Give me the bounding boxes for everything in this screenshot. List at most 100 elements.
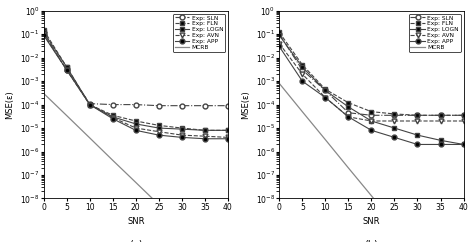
- Exp: APP: (10, 0.0002): APP: (10, 0.0002): [322, 96, 328, 99]
- Line: Exp: AVN: Exp: AVN: [41, 32, 230, 140]
- Exp: SLN: (35, 3.5e-05): SLN: (35, 3.5e-05): [438, 114, 443, 117]
- Y-axis label: MSE(ε): MSE(ε): [6, 90, 15, 119]
- MCRB: [276, 82, 282, 85]
- Exp: FLN: (15, 0.00012): FLN: (15, 0.00012): [346, 101, 351, 104]
- Line: Exp: LOGN: Exp: LOGN: [41, 30, 230, 133]
- Exp: APP: (15, 3e-05): APP: (15, 3e-05): [346, 115, 351, 118]
- Exp: LOGN: (30, 9e-06): LOGN: (30, 9e-06): [179, 128, 185, 131]
- X-axis label: SNR: SNR: [127, 217, 145, 226]
- Exp: LOGN: (20, 2e-05): LOGN: (20, 2e-05): [369, 120, 374, 122]
- Exp: APP: (5, 0.003): APP: (5, 0.003): [64, 68, 70, 71]
- Exp: SLN: (35, 9e-05): SLN: (35, 9e-05): [202, 104, 208, 107]
- Exp: LOGN: (40, 8e-06): LOGN: (40, 8e-06): [225, 129, 231, 132]
- MCRB: [300, 110, 305, 113]
- Exp: SLN: (25, 9e-05): SLN: (25, 9e-05): [156, 104, 162, 107]
- Exp: AVN: (5, 0.003): AVN: (5, 0.003): [64, 68, 70, 71]
- Exp: APP: (20, 8e-06): APP: (20, 8e-06): [133, 129, 139, 132]
- Exp: FLN: (15, 3.5e-05): FLN: (15, 3.5e-05): [110, 114, 116, 117]
- Exp: APP: (40, 3.5e-06): APP: (40, 3.5e-06): [225, 137, 231, 140]
- Line: MCRB: MCRB: [279, 83, 464, 242]
- Exp: AVN: (0, 0.1): AVN: (0, 0.1): [41, 33, 46, 36]
- Exp: APP: (35, 3.5e-06): APP: (35, 3.5e-06): [202, 137, 208, 140]
- Exp: LOGN: (20, 1.5e-05): LOGN: (20, 1.5e-05): [133, 122, 139, 125]
- Exp: SLN: (40, 3.5e-05): SLN: (40, 3.5e-05): [461, 114, 466, 117]
- MCRB: [64, 114, 70, 117]
- Y-axis label: MSE(ε): MSE(ε): [241, 90, 250, 119]
- Exp: SLN: (20, 3.5e-05): SLN: (20, 3.5e-05): [369, 114, 374, 117]
- Exp: SLN: (40, 9e-05): SLN: (40, 9e-05): [225, 104, 231, 107]
- Exp: SLN: (25, 3.5e-05): SLN: (25, 3.5e-05): [392, 114, 397, 117]
- Exp: APP: (10, 0.0001): APP: (10, 0.0001): [87, 103, 92, 106]
- Legend: Exp: SLN, Exp: FLN, Exp: LOGN, Exp: AVN, Exp: APP, MCRB: Exp: SLN, Exp: FLN, Exp: LOGN, Exp: AVN,…: [409, 14, 461, 52]
- Line: Exp: FLN: Exp: FLN: [277, 30, 466, 118]
- MCRB: [369, 194, 374, 197]
- Exp: SLN: (20, 0.0001): SLN: (20, 0.0001): [133, 103, 139, 106]
- Exp: FLN: (10, 0.0001): FLN: (10, 0.0001): [87, 103, 92, 106]
- Exp: FLN: (30, 1e-05): FLN: (30, 1e-05): [179, 127, 185, 129]
- Exp: AVN: (5, 0.002): AVN: (5, 0.002): [300, 73, 305, 76]
- Exp: AVN: (10, 0.0001): AVN: (10, 0.0001): [87, 103, 92, 106]
- MCRB: [156, 203, 162, 206]
- Exp: AVN: (15, 2.8e-05): AVN: (15, 2.8e-05): [110, 116, 116, 119]
- Exp: AVN: (10, 0.0002): AVN: (10, 0.0002): [322, 96, 328, 99]
- Line: Exp: APP: Exp: APP: [277, 44, 466, 147]
- Exp: AVN: (40, 4e-06): AVN: (40, 4e-06): [225, 136, 231, 139]
- Exp: AVN: (20, 1e-05): AVN: (20, 1e-05): [133, 127, 139, 129]
- Line: Exp: APP: Exp: APP: [41, 33, 230, 141]
- Exp: SLN: (10, 0.0004): SLN: (10, 0.0004): [322, 89, 328, 92]
- Exp: AVN: (35, 4.5e-06): AVN: (35, 4.5e-06): [202, 135, 208, 138]
- Exp: LOGN: (35, 3e-06): LOGN: (35, 3e-06): [438, 139, 443, 142]
- MCRB: [110, 159, 116, 162]
- MCRB: [322, 138, 328, 141]
- MCRB: [392, 223, 397, 226]
- Exp: LOGN: (5, 0.004): LOGN: (5, 0.004): [300, 66, 305, 68]
- Exp: AVN: (0, 0.04): AVN: (0, 0.04): [276, 42, 282, 45]
- Exp: APP: (30, 2e-06): APP: (30, 2e-06): [415, 143, 420, 146]
- Line: Exp: AVN: Exp: AVN: [277, 41, 466, 123]
- Exp: AVN: (40, 2e-05): AVN: (40, 2e-05): [461, 120, 466, 122]
- Exp: APP: (25, 4e-06): APP: (25, 4e-06): [392, 136, 397, 139]
- Exp: FLN: (20, 5e-05): FLN: (20, 5e-05): [369, 110, 374, 113]
- Exp: LOGN: (30, 5e-06): LOGN: (30, 5e-06): [415, 134, 420, 136]
- Exp: AVN: (20, 2e-05): AVN: (20, 2e-05): [369, 120, 374, 122]
- Exp: SLN: (0, 0.1): SLN: (0, 0.1): [276, 33, 282, 36]
- Line: Exp: SLN: Exp: SLN: [41, 31, 230, 108]
- Exp: LOGN: (25, 1e-05): LOGN: (25, 1e-05): [156, 127, 162, 129]
- Exp: LOGN: (0, 0.12): LOGN: (0, 0.12): [41, 31, 46, 34]
- MCRB: [41, 92, 46, 95]
- Exp: AVN: (35, 2e-05): AVN: (35, 2e-05): [438, 120, 443, 122]
- Exp: APP: (0, 0.09): APP: (0, 0.09): [41, 34, 46, 37]
- Exp: SLN: (0, 0.11): SLN: (0, 0.11): [41, 32, 46, 35]
- Exp: SLN: (15, 4.5e-05): SLN: (15, 4.5e-05): [346, 111, 351, 114]
- Exp: LOGN: (15, 3e-05): LOGN: (15, 3e-05): [110, 115, 116, 118]
- Exp: SLN: (5, 0.003): SLN: (5, 0.003): [64, 68, 70, 71]
- Legend: Exp: SLN, Exp: FLN, Exp: LOGN, Exp: AVN, Exp: APP, MCRB: Exp: SLN, Exp: FLN, Exp: LOGN, Exp: AVN,…: [173, 14, 225, 52]
- Line: MCRB: MCRB: [44, 93, 228, 242]
- Exp: APP: (35, 2e-06): APP: (35, 2e-06): [438, 143, 443, 146]
- Exp: LOGN: (25, 1e-05): LOGN: (25, 1e-05): [392, 127, 397, 129]
- Exp: AVN: (30, 5e-06): AVN: (30, 5e-06): [179, 134, 185, 136]
- Exp: FLN: (25, 4e-05): FLN: (25, 4e-05): [392, 113, 397, 115]
- Exp: APP: (25, 5e-06): APP: (25, 5e-06): [156, 134, 162, 136]
- Exp: LOGN: (15, 8e-05): LOGN: (15, 8e-05): [346, 106, 351, 108]
- Line: Exp: LOGN: Exp: LOGN: [277, 33, 466, 147]
- Exp: AVN: (25, 2e-05): AVN: (25, 2e-05): [392, 120, 397, 122]
- Exp: FLN: (0, 0.12): FLN: (0, 0.12): [276, 31, 282, 34]
- X-axis label: SNR: SNR: [363, 217, 380, 226]
- Line: Exp: FLN: Exp: FLN: [41, 28, 230, 133]
- Exp: AVN: (30, 2e-05): AVN: (30, 2e-05): [415, 120, 420, 122]
- MCRB: [133, 181, 139, 184]
- Exp: SLN: (15, 0.0001): SLN: (15, 0.0001): [110, 103, 116, 106]
- MCRB: [87, 136, 92, 139]
- MCRB: [346, 166, 351, 169]
- Exp: FLN: (30, 3.5e-05): FLN: (30, 3.5e-05): [415, 114, 420, 117]
- Exp: APP: (15, 2.5e-05): APP: (15, 2.5e-05): [110, 117, 116, 120]
- Text: (a): (a): [129, 240, 143, 242]
- Exp: FLN: (40, 3.5e-05): FLN: (40, 3.5e-05): [461, 114, 466, 117]
- Exp: LOGN: (5, 0.004): LOGN: (5, 0.004): [64, 66, 70, 68]
- Exp: APP: (40, 2e-06): APP: (40, 2e-06): [461, 143, 466, 146]
- Exp: FLN: (35, 3.5e-05): FLN: (35, 3.5e-05): [438, 114, 443, 117]
- Exp: LOGN: (10, 0.0001): LOGN: (10, 0.0001): [87, 103, 92, 106]
- Exp: SLN: (30, 9e-05): SLN: (30, 9e-05): [179, 104, 185, 107]
- Exp: LOGN: (0, 0.09): LOGN: (0, 0.09): [276, 34, 282, 37]
